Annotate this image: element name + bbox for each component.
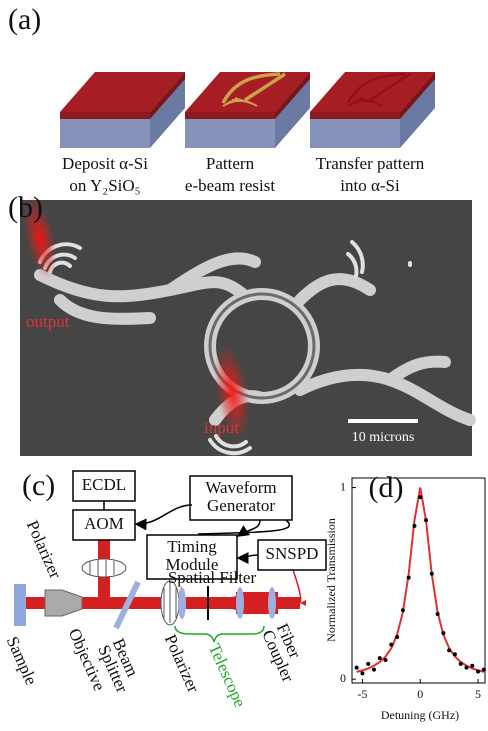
data-point bbox=[407, 576, 411, 580]
plot-frame bbox=[352, 478, 485, 683]
data-point bbox=[430, 572, 434, 576]
data-point bbox=[459, 662, 463, 666]
panel-label: (d) bbox=[369, 471, 404, 504]
data-point bbox=[372, 668, 376, 672]
film-front bbox=[60, 112, 150, 119]
data-point bbox=[424, 518, 428, 522]
film-front bbox=[310, 112, 400, 119]
data-point bbox=[395, 635, 399, 639]
step-label: on Y₂SiO₅ bbox=[69, 176, 140, 195]
data-point bbox=[401, 608, 405, 612]
step-label: Transfer pattern bbox=[316, 154, 425, 173]
scale-bar-label: 10 microns bbox=[352, 430, 415, 445]
data-point bbox=[412, 524, 416, 528]
data-point bbox=[453, 652, 457, 656]
data-point bbox=[441, 631, 445, 635]
x-tick-label: 5 bbox=[475, 687, 481, 701]
step-label: into α-Si bbox=[340, 176, 400, 195]
sem-image bbox=[18, 194, 472, 456]
data-point bbox=[384, 658, 388, 662]
component-label: Polarizer bbox=[161, 631, 203, 695]
data-point bbox=[389, 643, 393, 647]
process-steps bbox=[60, 72, 435, 148]
output-label: output bbox=[26, 312, 70, 331]
step-label: Pattern bbox=[206, 154, 255, 173]
data-point bbox=[447, 648, 451, 652]
panel-label: (b) bbox=[8, 191, 43, 224]
y-axis-label: Normalized Transmission bbox=[324, 518, 338, 642]
data-point bbox=[355, 666, 359, 670]
data-point bbox=[436, 612, 440, 616]
box-label: ECDL bbox=[82, 475, 126, 494]
data-point bbox=[366, 662, 370, 666]
step-label: Deposit α-Si bbox=[62, 154, 148, 173]
box-label: Timing bbox=[167, 537, 217, 556]
data-point bbox=[378, 656, 382, 660]
panel-label: (a) bbox=[8, 3, 41, 36]
step-label: e-beam resist bbox=[185, 176, 275, 195]
data-point bbox=[482, 668, 486, 672]
x-axis-label: Detuning (GHz) bbox=[381, 708, 459, 722]
data-point bbox=[476, 670, 480, 674]
x-tick-label: -5 bbox=[357, 687, 367, 701]
box-label: Generator bbox=[207, 496, 275, 515]
input-label: input bbox=[204, 418, 239, 437]
data-point bbox=[360, 671, 364, 675]
box-label: Waveform bbox=[205, 478, 276, 497]
box-label: SNSPD bbox=[266, 544, 319, 563]
data-point bbox=[464, 666, 468, 670]
component-label: Sample bbox=[3, 633, 41, 687]
fit-line bbox=[357, 488, 484, 672]
data-point bbox=[470, 664, 474, 668]
figure: (a) bbox=[0, 0, 488, 731]
y-tick-label: 0 bbox=[340, 671, 346, 685]
film-front bbox=[185, 112, 275, 119]
box-label: AOM bbox=[84, 514, 124, 533]
y-tick-label: 1 bbox=[340, 479, 346, 493]
x-tick-label: 0 bbox=[417, 687, 423, 701]
panel-label: (c) bbox=[22, 469, 55, 502]
component-label: Spatial Filter bbox=[168, 568, 257, 587]
data-point bbox=[418, 495, 422, 499]
component-label: Telescope bbox=[205, 640, 250, 710]
component-label: Polarizer bbox=[23, 517, 65, 581]
